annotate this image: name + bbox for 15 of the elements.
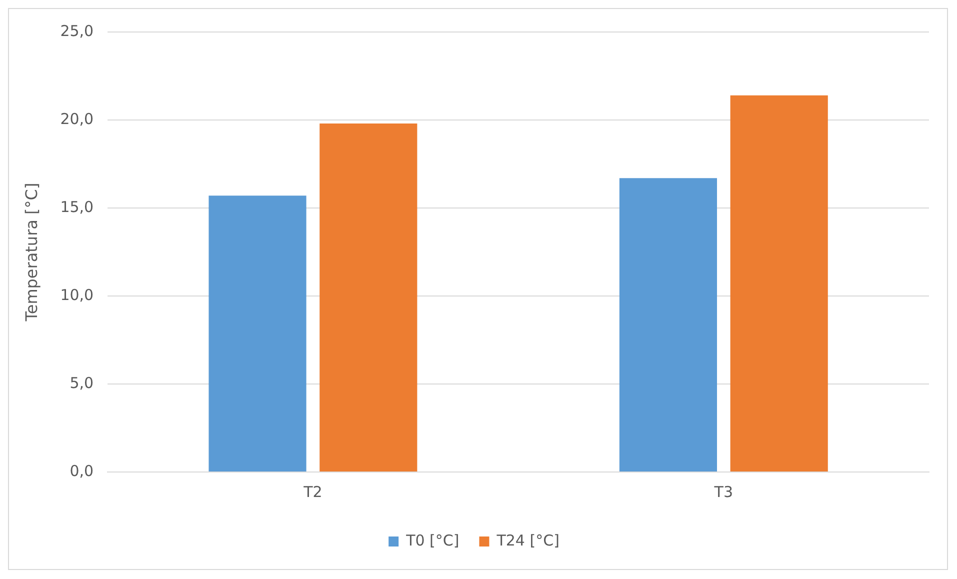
y-tick-label: 0,0: [70, 462, 94, 480]
bar: [320, 124, 418, 472]
legend-label: T0 [°C]: [405, 531, 460, 550]
y-tick-label: 25,0: [60, 22, 94, 40]
bar: [208, 196, 306, 472]
bar: [619, 178, 717, 472]
y-axis-title: Temperatura [°C]: [22, 182, 41, 322]
legend-label: T24 [°C]: [496, 531, 560, 550]
x-tick-label: T3: [713, 482, 734, 501]
x-tick-label: T2: [302, 482, 322, 501]
y-tick-label: 15,0: [60, 198, 94, 216]
y-tick-label: 5,0: [70, 374, 94, 392]
y-tick-label: 20,0: [60, 110, 94, 128]
bar: [730, 95, 828, 472]
y-tick-label: 10,0: [60, 286, 94, 304]
